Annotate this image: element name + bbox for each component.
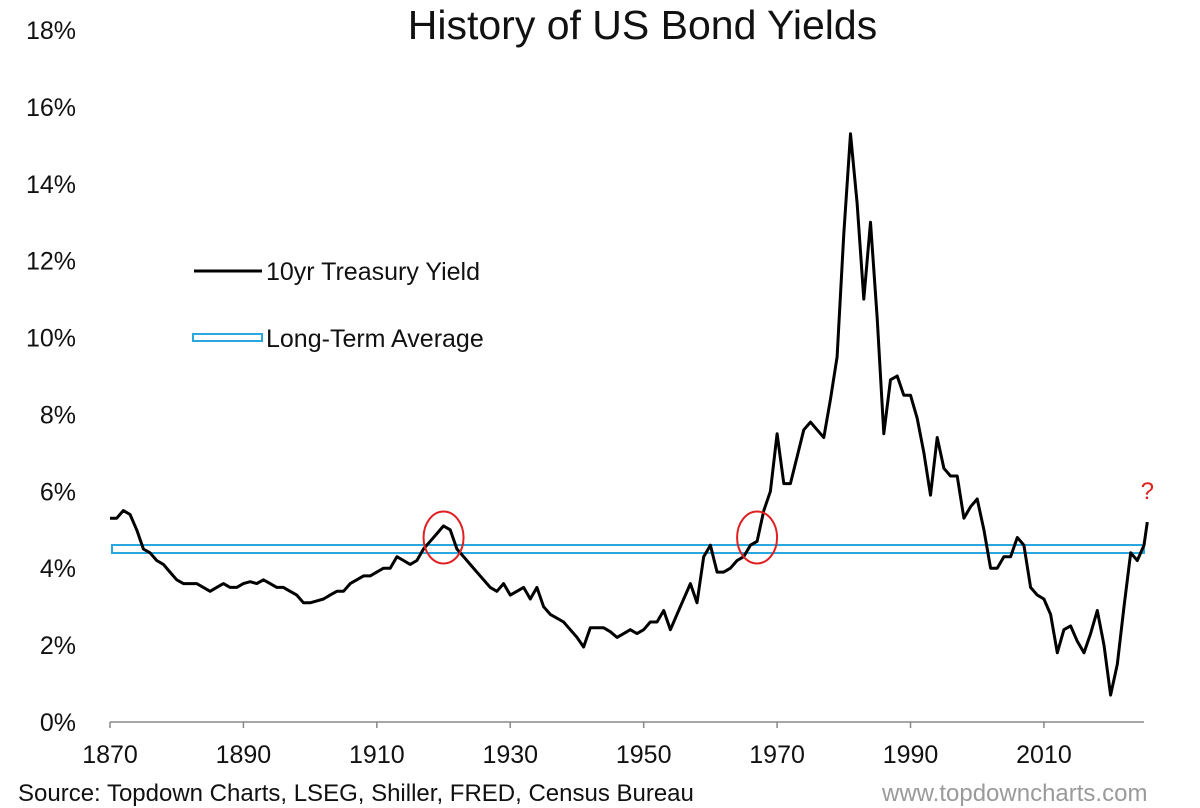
legend: 10yr Treasury Yield Long-Term Average: [192, 258, 484, 353]
x-tick-label: 1970: [749, 741, 805, 769]
x-tick-label: 2010: [1016, 741, 1072, 769]
legend-label-average: Long-Term Average: [266, 325, 484, 353]
annotations: ?: [422, 478, 1154, 565]
treasury-yield-line: [110, 132, 1149, 697]
x-tick-label: 1870: [82, 741, 138, 769]
source-footnote: Source: Topdown Charts, LSEG, Shiller, F…: [18, 780, 694, 807]
x-tick-label: 1950: [616, 741, 672, 769]
y-tick-label: 16%: [26, 94, 76, 122]
y-tick-label: 0%: [40, 709, 76, 737]
x-tick-label: 1890: [216, 741, 272, 769]
treasury-yield-series-line: [110, 132, 1149, 697]
chart-title: History of US Bond Yields: [407, 2, 878, 48]
highlight-circle: [736, 510, 779, 565]
y-tick-label: 6%: [40, 478, 76, 506]
x-tick-label: 1930: [482, 741, 538, 769]
question-mark-annotation: ?: [1141, 478, 1154, 505]
x-tick-label: 1990: [883, 741, 939, 769]
y-tick-label: 12%: [26, 248, 76, 276]
y-tick-label: 2%: [40, 632, 76, 660]
x-axis-ticks: 1870 1890 1910 1930 1950 1970 1990 2010: [82, 722, 1072, 769]
y-tick-label: 14%: [26, 171, 76, 199]
legend-label-treasury: 10yr Treasury Yield: [266, 258, 480, 286]
long-term-average-line: [111, 544, 1145, 554]
highlight-circle: [422, 510, 465, 565]
y-tick-label: 4%: [40, 555, 76, 583]
watermark: www.topdowncharts.com: [882, 780, 1148, 807]
x-tick-label: 1910: [349, 741, 405, 769]
y-axis-ticks: 0% 2% 4% 6% 8% 10% 12% 14% 16% 18%: [26, 17, 76, 737]
y-tick-label: 10%: [26, 325, 76, 353]
legend-swatch-average: [192, 333, 263, 342]
y-tick-label: 18%: [26, 17, 76, 45]
y-tick-label: 8%: [40, 401, 76, 429]
long-term-average-band: [111, 544, 1145, 554]
